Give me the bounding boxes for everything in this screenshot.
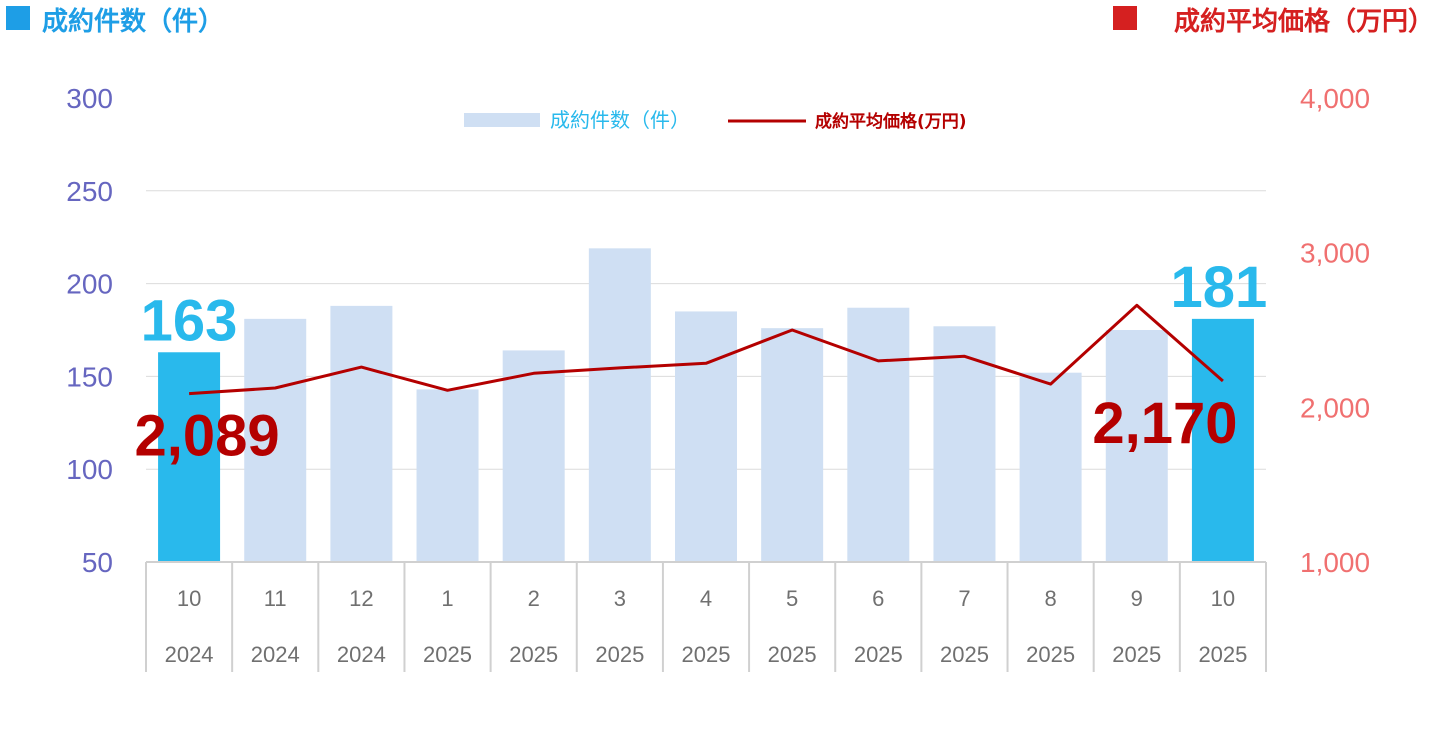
bar: [675, 311, 737, 562]
bar: [761, 328, 824, 562]
legend-line-label: 成約平均価格(万円): [815, 111, 967, 132]
legend-bar-swatch: [464, 113, 540, 127]
bar: [244, 318, 307, 562]
x-tick-month: 10: [177, 586, 201, 611]
x-tick-year: 2024: [251, 642, 300, 667]
x-tick-month: 8: [1044, 586, 1056, 611]
x-tick-month: 5: [786, 586, 798, 611]
x-tick-month: 7: [958, 586, 970, 611]
x-tick-month: 4: [700, 586, 712, 611]
bar: [588, 248, 651, 562]
right-axis-tick-label: 1,000: [1300, 547, 1370, 578]
right-axis-ticks: 4,000 3,000 2,000 1,000: [1300, 83, 1370, 578]
right-axis-tick-label: 2,000: [1300, 392, 1370, 423]
x-tick-year: 2025: [1112, 642, 1161, 667]
x-tick-year: 2025: [1198, 642, 1247, 667]
bar: [502, 350, 565, 562]
left-axis-tick-label: 300: [66, 83, 113, 114]
bar: [330, 305, 393, 562]
x-tick-month: 6: [872, 586, 884, 611]
bar: [158, 352, 221, 562]
left-series-header: 成約件数（件）: [6, 6, 224, 37]
bar: [1019, 372, 1082, 562]
x-tick-year: 2025: [682, 642, 731, 667]
right-header-label: 成約平均価格（万円）: [1174, 6, 1434, 37]
left-header-label: 成約件数（件）: [42, 6, 224, 37]
bar: [1191, 318, 1254, 562]
legend-bar-label: 成約件数（件）: [550, 108, 690, 132]
left-axis-tick-label: 50: [82, 547, 113, 578]
annotation-line-first: 2,089: [134, 404, 279, 469]
left-axis-tick-label: 150: [66, 361, 113, 392]
left-axis-tick-label: 100: [66, 454, 113, 485]
bar: [416, 389, 479, 562]
x-tick-year: 2025: [509, 642, 558, 667]
annotation-line-last: 2,170: [1092, 391, 1237, 456]
left-axis-ticks: 300 250 200 150 100 50: [66, 83, 113, 578]
right-series-header: 成約平均価格（万円）: [1113, 6, 1434, 37]
right-header-swatch: [1113, 6, 1137, 30]
right-axis-tick-label: 4,000: [1300, 83, 1370, 114]
right-axis-tick-label: 3,000: [1300, 238, 1370, 269]
line-path: [189, 303, 1224, 396]
bar: [1105, 330, 1168, 562]
x-tick-year: 2025: [595, 642, 644, 667]
x-tick-year: 2024: [337, 642, 386, 667]
x-tick-month: 3: [614, 586, 626, 611]
legend: 成約件数（件） 成約平均価格(万円): [464, 108, 967, 132]
x-tick-year: 2025: [1026, 642, 1075, 667]
x-tick-month: 11: [264, 586, 287, 611]
line-series: [189, 303, 1224, 396]
annotation-bar-first: 163: [141, 288, 238, 353]
x-tick-year: 2025: [423, 642, 472, 667]
bar: [933, 326, 996, 562]
x-tick-year: 2025: [768, 642, 817, 667]
bar: [847, 307, 910, 562]
annotation-bar-last: 181: [1171, 255, 1268, 320]
x-tick-year: 2024: [165, 642, 214, 667]
left-axis-tick-label: 200: [66, 269, 113, 300]
x-tick-month: 9: [1131, 586, 1143, 611]
x-tick-year: 2025: [854, 642, 903, 667]
x-tick-month: 2: [528, 586, 540, 611]
bar-series: [158, 248, 1254, 562]
x-tick-year: 2025: [940, 642, 989, 667]
left-header-swatch: [6, 6, 30, 30]
x-tick-month: 12: [349, 586, 373, 611]
x-tick-month: 10: [1211, 586, 1235, 611]
left-axis-tick-label: 250: [66, 176, 113, 207]
x-tick-month: 1: [441, 586, 453, 611]
